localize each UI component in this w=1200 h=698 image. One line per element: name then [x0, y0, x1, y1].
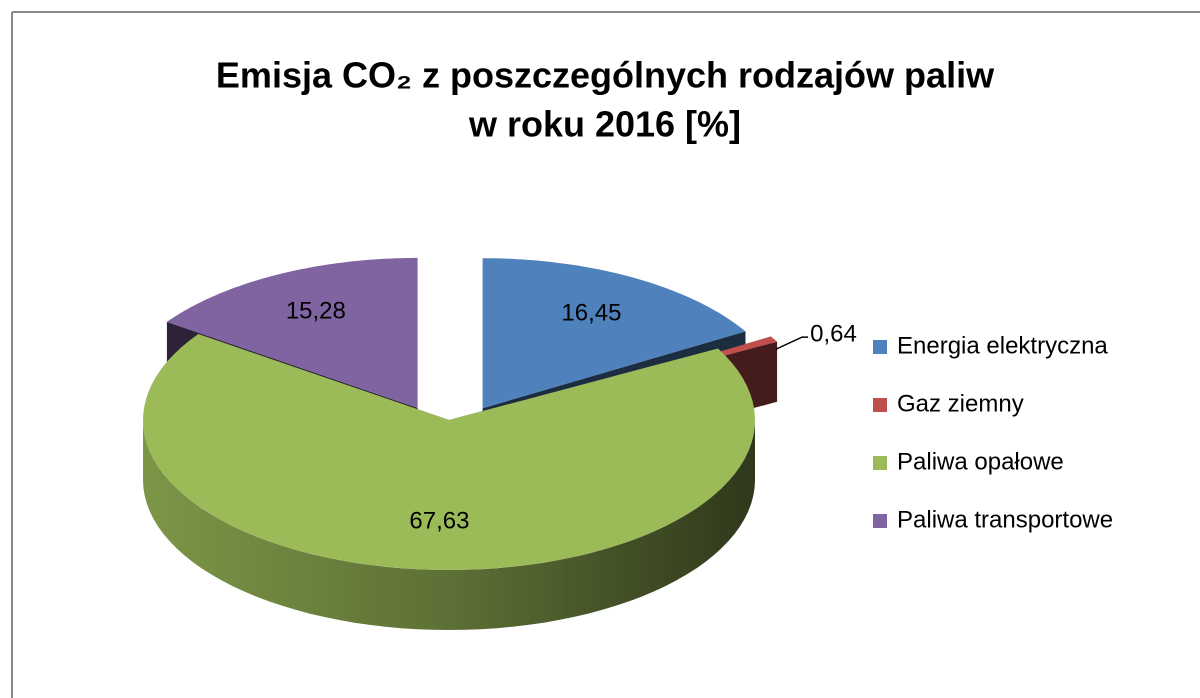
- chart-title: w roku 2016 [%]: [468, 104, 741, 145]
- data-label: 15,28: [286, 297, 346, 324]
- slice-top: [482, 258, 746, 409]
- data-label: 0,64: [810, 320, 857, 347]
- slice-side: [143, 420, 755, 630]
- chart-title: Emisja CO₂ z poszczególnych rodzajów pal…: [216, 55, 995, 96]
- legend-label: Energia elektryczna: [897, 332, 1108, 359]
- legend-label: Paliwa opałowe: [897, 448, 1064, 475]
- legend-swatch: [873, 340, 887, 354]
- legend-swatch: [873, 514, 887, 528]
- slice-top: [143, 334, 755, 570]
- legend-swatch: [873, 456, 887, 470]
- slice: [143, 334, 755, 630]
- legend-swatch: [873, 398, 887, 412]
- data-label: 67,63: [409, 508, 469, 535]
- leader-line: [775, 336, 809, 350]
- slice-top: [166, 257, 418, 408]
- legend-label: Paliwa transportowe: [897, 506, 1113, 533]
- legend-label: Gaz ziemny: [897, 390, 1024, 417]
- data-label: 16,45: [561, 300, 621, 327]
